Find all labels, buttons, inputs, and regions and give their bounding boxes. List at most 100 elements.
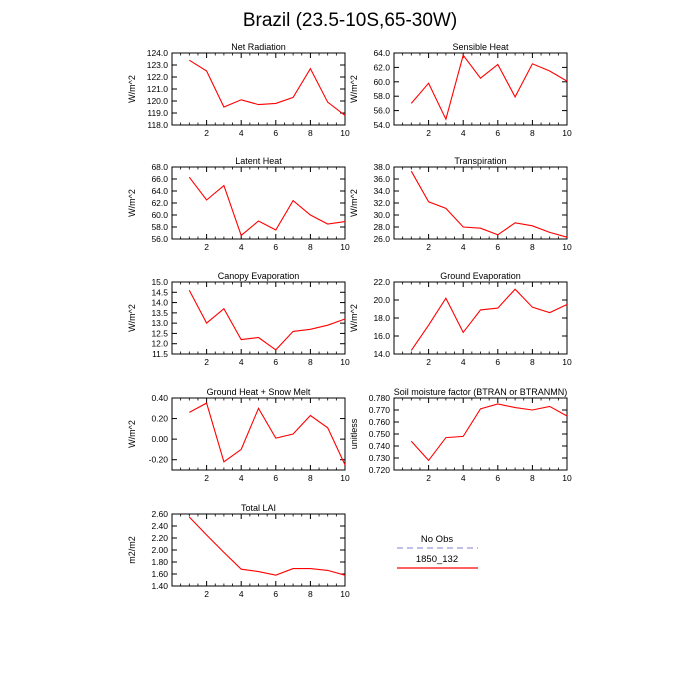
- y-tick-label: 124.0: [147, 48, 169, 58]
- y-tick-label: 28.0: [373, 222, 390, 232]
- x-tick-label: 10: [562, 242, 572, 252]
- y-tick-label: 32.0: [373, 198, 390, 208]
- x-tick-label: 8: [530, 357, 535, 367]
- panel-frame: [393, 281, 568, 355]
- y-tick-label: 36.0: [373, 174, 390, 184]
- y-tick-label: 0.20: [151, 414, 168, 424]
- x-tick-label: 8: [308, 128, 313, 138]
- y-tick-label: 58.0: [151, 222, 168, 232]
- y-tick-label: 0.780: [369, 393, 391, 403]
- panel-1: Net Radiation W/m^2 2 4 6 8 10 118.0 119.0 120.0 1…: [127, 42, 350, 138]
- x-tick-label: 4: [239, 473, 244, 483]
- x-tick-label: 8: [308, 357, 313, 367]
- y-tick-label: 121.0: [147, 84, 169, 94]
- y-tick-label: 64.0: [373, 48, 390, 58]
- y-tick-label: 30.0: [373, 210, 390, 220]
- x-tick-label: 10: [562, 357, 572, 367]
- y-tick-label: 118.0: [147, 120, 168, 130]
- panel-title: Net Radiation: [231, 42, 286, 52]
- x-tick-label: 8: [308, 589, 313, 599]
- y-tick-label: 0.740: [369, 441, 391, 451]
- x-tick-label: 2: [204, 128, 209, 138]
- legend: No Obs 1850_132: [397, 534, 478, 569]
- y-tick-label: 38.0: [373, 162, 390, 172]
- x-tick-label: 4: [461, 357, 466, 367]
- y-tick-label: 2.60: [151, 509, 168, 519]
- y-tick-label: 60.0: [151, 210, 168, 220]
- y-tick-label: 14.0: [373, 349, 390, 359]
- series-line-1850-132: [188, 289, 346, 351]
- x-tick-label: 2: [204, 357, 209, 367]
- y-tick-label: 14.0: [151, 298, 168, 308]
- y-axis-label: m2/m2: [127, 536, 137, 564]
- panel-title: Soil moisture factor (BTRAN or BTRANMN): [394, 387, 568, 397]
- y-tick-label: 64.0: [151, 186, 168, 196]
- y-tick-label: 66.0: [151, 174, 168, 184]
- x-tick-label: 2: [204, 589, 209, 599]
- x-tick-label: 8: [530, 128, 535, 138]
- y-axis-label: W/m^2: [349, 189, 359, 217]
- panel-frame: [171, 281, 346, 355]
- y-tick-label: 15.0: [151, 277, 168, 287]
- y-tick-label: 122.0: [147, 72, 169, 82]
- y-tick-label: 34.0: [373, 186, 390, 196]
- y-tick-label: 13.5: [151, 308, 168, 318]
- y-tick-label: 0.770: [369, 405, 391, 415]
- x-tick-label: 8: [530, 473, 535, 483]
- panel-9: Total LAI m2/m2 2 4 6 8 10 1.40 1.60 1.80 2.00 2.20…: [127, 503, 350, 599]
- y-axis-label: W/m^2: [349, 304, 359, 332]
- x-tick-label: 8: [308, 242, 313, 252]
- x-tick-label: 6: [495, 473, 500, 483]
- x-tick-label: 2: [204, 473, 209, 483]
- x-tick-label: 6: [273, 357, 278, 367]
- y-tick-label: 2.40: [151, 521, 168, 531]
- x-tick-label: 4: [461, 128, 466, 138]
- series-line-1850-132: [410, 170, 568, 238]
- panel-4: Transpiration W/m^2 2 4 6 8 10 26.0 28.0 30.0 32.0…: [349, 156, 572, 252]
- x-tick-label: 10: [340, 589, 350, 599]
- x-tick-label: 4: [461, 242, 466, 252]
- panel-title: Transpiration: [454, 156, 506, 166]
- y-axis-label: W/m^2: [127, 304, 137, 332]
- x-tick-label: 4: [239, 128, 244, 138]
- x-tick-label: 6: [495, 357, 500, 367]
- y-tick-label: 123.0: [147, 60, 169, 70]
- x-tick-label: 10: [340, 473, 350, 483]
- series-line-1850-132: [189, 59, 346, 116]
- panel-frame: [393, 52, 568, 126]
- y-tick-label: 62.0: [373, 62, 390, 72]
- panel-frame: [171, 52, 346, 126]
- panel-2: Sensible Heat W/m^2 2 4 6 8 10 54.0 56.0 58.0 60.0…: [349, 42, 572, 138]
- y-tick-label: 68.0: [151, 162, 168, 172]
- y-tick-label: 58.0: [373, 91, 390, 101]
- x-tick-label: 4: [239, 242, 244, 252]
- y-tick-label: -0.20: [149, 455, 169, 465]
- y-tick-label: 12.5: [151, 328, 168, 338]
- panel-8: Soil moisture factor (BTRAN or BTRANMN) u…: [349, 387, 572, 483]
- y-tick-label: 0.750: [369, 429, 391, 439]
- y-axis-label: W/m^2: [349, 75, 359, 103]
- y-tick-label: 2.00: [151, 545, 168, 555]
- y-axis-label: W/m^2: [127, 420, 137, 448]
- x-tick-label: 6: [495, 242, 500, 252]
- x-tick-label: 10: [340, 357, 350, 367]
- y-tick-label: 20.0: [373, 295, 390, 305]
- x-tick-label: 4: [239, 357, 244, 367]
- y-tick-label: 22.0: [373, 277, 390, 287]
- x-tick-label: 8: [308, 473, 313, 483]
- y-axis-label: W/m^2: [127, 75, 137, 103]
- panel-title: Canopy Evaporation: [218, 271, 300, 281]
- panel-5: Canopy Evaporation W/m^2 2 4 6 8 10 11.512.012.…: [127, 271, 350, 367]
- y-axis-label: unitless: [349, 418, 359, 449]
- x-tick-label: 2: [426, 357, 431, 367]
- panel-frame: [171, 166, 346, 240]
- panel-title: Sensible Heat: [452, 42, 509, 52]
- figure-title: Brazil (23.5-10S,65-30W): [242, 10, 458, 31]
- y-tick-label: 54.0: [373, 120, 390, 130]
- series-line-1850-132: [189, 402, 346, 466]
- panel-title: Total LAI: [241, 503, 276, 513]
- x-tick-label: 8: [530, 242, 535, 252]
- y-tick-label: 0.40: [151, 393, 168, 403]
